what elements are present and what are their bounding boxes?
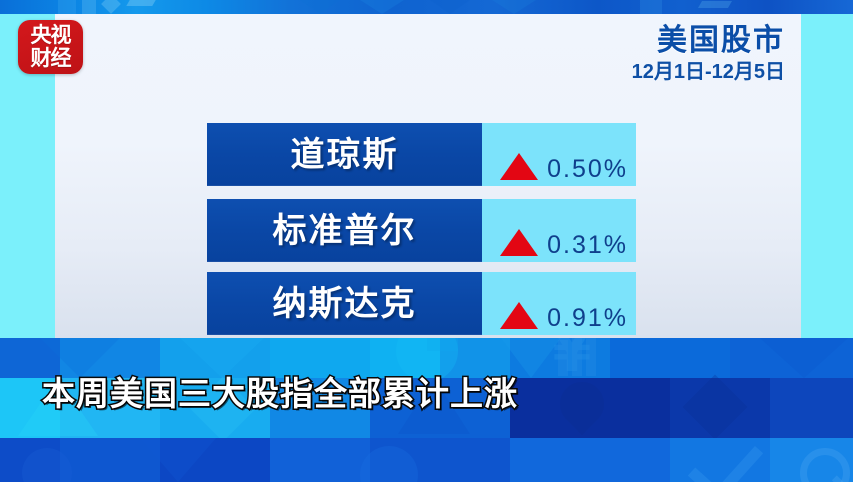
decor-tile [60,338,160,378]
strip-square-icon [640,0,662,14]
decor-tile [610,338,730,378]
header-block: 美国股市 12月1日-12月5日 [632,24,785,84]
triangle-icon [180,338,264,378]
triangle-icon [398,378,470,434]
decor-tile [0,378,60,438]
decor-tile [510,338,610,378]
caption-text: 本周美国三大股指全部累计上涨 [41,373,519,415]
decor-tile [160,378,270,438]
decor-tile [440,338,510,378]
triangle-up-icon [500,153,538,180]
decor-tile [60,378,160,438]
index-name-label: 道琼斯 [290,134,399,175]
decor-tile [270,438,370,482]
decor-tile [270,338,370,378]
triangle-up-icon [500,229,538,256]
bottom-decor-panel: ¥ [0,338,853,482]
index-value-panel: 0.50% [482,123,636,186]
bar-chart-icon [586,338,596,376]
index-row: 纳斯达克 0.91% [207,272,636,335]
index-change-label: 0.91% [547,304,628,332]
strip-triangle-icon [360,0,404,14]
strip-triangle-icon [300,0,340,14]
decor-tile [370,438,510,482]
strip-triangle-icon [430,0,470,14]
decor-tile [770,378,853,438]
index-name-panel: 标准普尔 [207,199,482,262]
index-row: 道琼斯 0.50% [207,123,636,186]
decor-tile [510,438,670,482]
decor-tile [370,338,440,378]
date-range-label: 12月1日-12月5日 [631,61,785,83]
decor-tile [670,378,770,438]
decor-tile [730,338,853,378]
decor-tile [0,438,60,482]
strip-slash-icon [697,1,733,8]
decor-tile [510,378,670,438]
triangle-icon [495,338,567,378]
triangle-icon [140,438,216,482]
decor-tile [670,438,770,482]
index-value-panel: 0.91% [482,272,636,335]
index-change-label: 0.31% [547,231,628,259]
strip-triangle-icon [492,0,536,14]
strip-diamond-icon [101,0,121,14]
index-name-panel: 道琼斯 [207,123,482,186]
decor-tile [370,378,510,438]
decor-tile [160,438,270,482]
strip-square-icon [58,0,76,14]
index-value-panel: 0.31% [482,199,636,262]
index-name-label: 标准普尔 [272,210,417,251]
triangle-up-icon [500,302,538,329]
strip-slash-icon [126,0,156,6]
bar-chart-icon [572,338,582,376]
decor-tile [0,338,60,378]
pie-slice-icon [427,338,458,351]
yen-symbol-icon: ¥ [552,338,592,385]
logo-line-2: 财经 [30,46,72,70]
decor-tile [60,438,160,482]
right-accent-band [801,14,853,338]
logo-line-1: 央视 [30,23,72,47]
cctv-finance-logo: 央视 财经 [18,20,83,74]
index-name-label: 纳斯达克 [272,283,417,324]
circle-icon [22,448,72,482]
index-change-label: 0.50% [547,155,628,183]
index-row: 标准普尔 0.31% [207,199,636,262]
bar-chart-icon [558,340,568,376]
triangle-icon [760,338,848,378]
top-decor-strip [0,0,853,14]
decor-tile [160,338,270,378]
index-name-panel: 纳斯达克 [207,272,482,335]
page-title: 美国股市 [657,23,785,58]
search-icon [800,448,850,482]
triangle-icon [40,338,120,378]
decor-tile [270,378,370,438]
triangle-icon [18,378,98,436]
strip-square-icon [82,0,96,14]
